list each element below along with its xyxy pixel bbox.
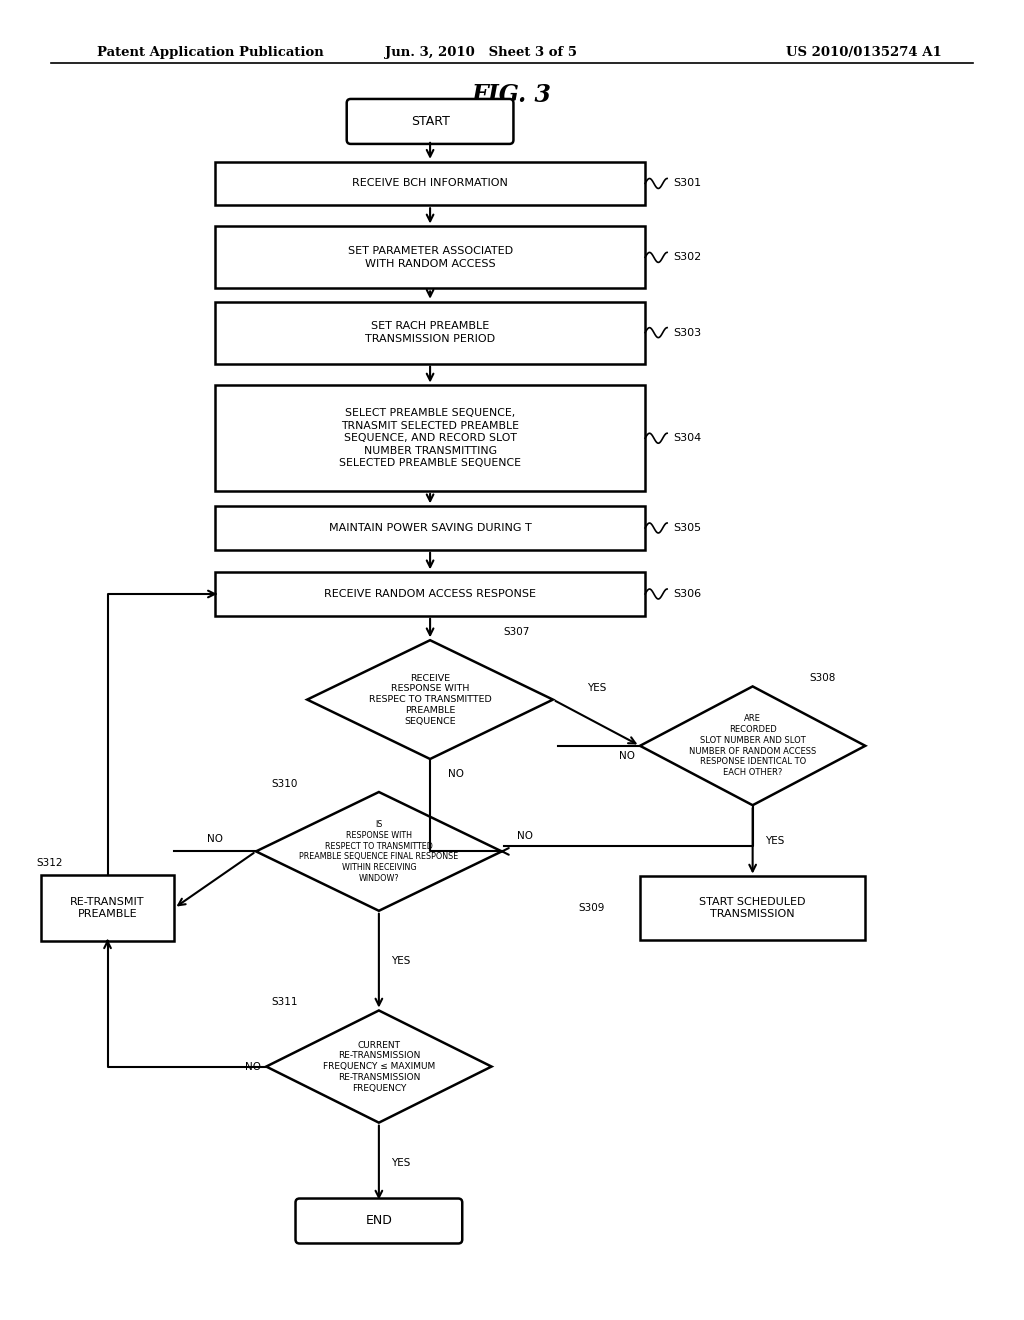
Text: START SCHEDULED
TRANSMISSION: START SCHEDULED TRANSMISSION <box>699 898 806 919</box>
Text: YES: YES <box>391 956 411 966</box>
Text: YES: YES <box>765 836 784 846</box>
Bar <box>640 876 865 940</box>
Text: START: START <box>411 115 450 128</box>
FancyBboxPatch shape <box>347 99 513 144</box>
Text: S302: S302 <box>673 252 701 263</box>
Text: Jun. 3, 2010   Sheet 3 of 5: Jun. 3, 2010 Sheet 3 of 5 <box>385 46 578 59</box>
Text: NO: NO <box>207 834 223 845</box>
Text: S305: S305 <box>673 523 701 533</box>
Text: SET RACH PREAMBLE
TRANSMISSION PERIOD: SET RACH PREAMBLE TRANSMISSION PERIOD <box>365 322 496 343</box>
Text: Patent Application Publication: Patent Application Publication <box>97 46 324 59</box>
Text: SELECT PREAMBLE SEQUENCE,
TRNASMIT SELECTED PREAMBLE
SEQUENCE, AND RECORD SLOT
N: SELECT PREAMBLE SEQUENCE, TRNASMIT SELEC… <box>339 408 521 469</box>
Text: NO: NO <box>449 770 464 779</box>
Text: MAINTAIN POWER SAVING DURING T: MAINTAIN POWER SAVING DURING T <box>329 523 531 533</box>
Text: RECEIVE
RESPONSE WITH
RESPEC TO TRANSMITTED
PREAMBLE
SEQUENCE: RECEIVE RESPONSE WITH RESPEC TO TRANSMIT… <box>369 673 492 726</box>
Bar <box>215 572 645 615</box>
Text: RE-TRANSMIT
PREAMBLE: RE-TRANSMIT PREAMBLE <box>71 898 144 919</box>
Text: FIG. 3: FIG. 3 <box>472 83 552 107</box>
Text: RECEIVE RANDOM ACCESS RESPONSE: RECEIVE RANDOM ACCESS RESPONSE <box>324 589 537 599</box>
Text: YES: YES <box>391 1158 411 1168</box>
Text: RECEIVE BCH INFORMATION: RECEIVE BCH INFORMATION <box>352 178 508 189</box>
Text: S309: S309 <box>579 903 605 913</box>
Bar <box>215 226 645 288</box>
Text: END: END <box>366 1214 392 1228</box>
Text: S310: S310 <box>271 779 297 789</box>
Text: S308: S308 <box>809 673 836 684</box>
Text: NO: NO <box>517 832 532 841</box>
Polygon shape <box>307 640 553 759</box>
Text: CURRENT
RE-TRANSMISSION
FREQUENCY ≤ MAXIMUM
RE-TRANSMISSION
FREQUENCY: CURRENT RE-TRANSMISSION FREQUENCY ≤ MAXI… <box>323 1040 435 1093</box>
Text: SET PARAMETER ASSOCIATED
WITH RANDOM ACCESS: SET PARAMETER ASSOCIATED WITH RANDOM ACC… <box>347 247 513 268</box>
Bar <box>215 162 645 205</box>
Text: YES: YES <box>587 682 606 693</box>
Polygon shape <box>266 1011 492 1122</box>
Text: IS
RESPONSE WITH
RESPECT TO TRANSMITTED
PREAMBLE SEQUENCE FINAL RESPONSE
WITHIN : IS RESPONSE WITH RESPECT TO TRANSMITTED … <box>299 820 459 883</box>
Text: NO: NO <box>245 1061 261 1072</box>
Bar <box>215 507 645 549</box>
Text: NO: NO <box>618 751 635 760</box>
Text: S301: S301 <box>673 178 701 189</box>
Text: S304: S304 <box>673 433 701 444</box>
Text: S311: S311 <box>271 998 298 1007</box>
Text: S303: S303 <box>673 327 701 338</box>
Bar <box>41 875 174 941</box>
Polygon shape <box>640 686 865 805</box>
Text: US 2010/0135274 A1: US 2010/0135274 A1 <box>786 46 942 59</box>
Bar <box>215 385 645 491</box>
Bar <box>215 302 645 363</box>
Text: S306: S306 <box>673 589 701 599</box>
Text: S307: S307 <box>504 627 530 638</box>
Polygon shape <box>256 792 502 911</box>
Text: S312: S312 <box>36 858 62 869</box>
FancyBboxPatch shape <box>296 1199 462 1243</box>
Text: ARE
RECORDED
SLOT NUMBER AND SLOT
NUMBER OF RANDOM ACCESS
RESPONSE IDENTICAL TO
: ARE RECORDED SLOT NUMBER AND SLOT NUMBER… <box>689 714 816 777</box>
